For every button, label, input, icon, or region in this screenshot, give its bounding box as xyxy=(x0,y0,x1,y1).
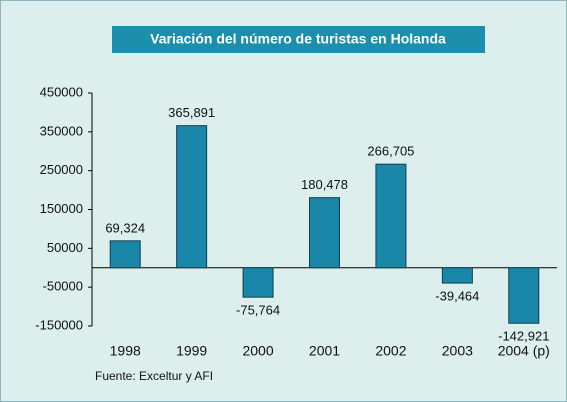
data-label: -75,764 xyxy=(236,303,280,318)
bar xyxy=(508,267,540,324)
data-label: -39,464 xyxy=(435,289,479,304)
bar xyxy=(375,163,407,269)
y-tick-label: 350000 xyxy=(40,123,83,138)
x-tick-label: 2002 xyxy=(375,343,406,359)
y-tick-label: -50000 xyxy=(43,279,83,294)
x-tick-label: 2003 xyxy=(442,343,473,359)
data-label: 266,705 xyxy=(367,144,414,159)
chart-title: Variación del número de turistas en Hola… xyxy=(150,31,446,47)
bar xyxy=(176,125,208,269)
data-label: -142,921 xyxy=(498,329,549,344)
y-tick-label: 250000 xyxy=(40,162,83,177)
bar xyxy=(242,267,274,298)
bar xyxy=(309,197,340,269)
data-label: 69,324 xyxy=(105,220,145,235)
bar xyxy=(109,240,141,269)
x-tick-label: 2001 xyxy=(309,343,340,359)
source-note: Fuente: Exceltur y AFI xyxy=(95,369,213,383)
y-tick-label: 450000 xyxy=(40,84,83,99)
bar xyxy=(441,267,473,284)
x-tick-label: 1999 xyxy=(176,343,207,359)
title-box xyxy=(112,26,485,53)
y-tick-label: -150000 xyxy=(35,317,83,332)
data-label: 365,891 xyxy=(168,105,215,120)
y-tick-label: 50000 xyxy=(47,240,83,255)
x-tick-label: 2004 (p) xyxy=(498,343,550,359)
x-tick-label: 1998 xyxy=(110,343,141,359)
data-label: 180,478 xyxy=(301,177,348,192)
x-tick-label: 2000 xyxy=(242,343,273,359)
y-tick-label: 150000 xyxy=(40,201,83,216)
